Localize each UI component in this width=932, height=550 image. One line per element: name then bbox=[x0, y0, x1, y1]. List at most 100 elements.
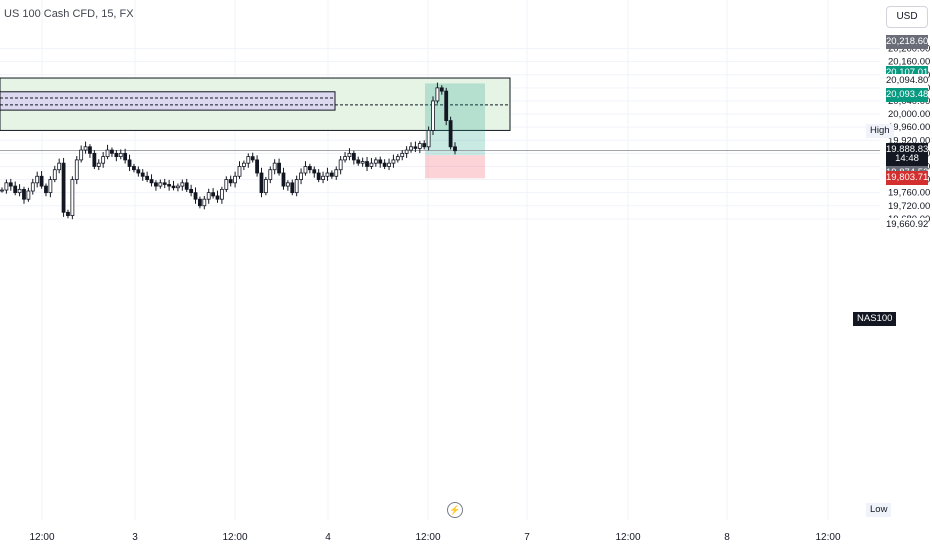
candle-body bbox=[294, 179, 299, 194]
candle-body bbox=[431, 100, 435, 131]
stop-price-tag: 19,803.71 bbox=[886, 171, 929, 186]
candle-body bbox=[26, 190, 31, 200]
candle-body bbox=[118, 152, 123, 158]
candle-body bbox=[22, 188, 26, 200]
candle-body bbox=[426, 130, 431, 148]
candle-body bbox=[387, 162, 391, 167]
candle-body bbox=[413, 146, 418, 149]
time-tick: 12:00 bbox=[415, 532, 440, 543]
candle-body bbox=[360, 161, 365, 164]
candle-body bbox=[92, 152, 97, 167]
candle-body bbox=[228, 179, 233, 184]
candle-body bbox=[189, 188, 194, 194]
candle-body bbox=[241, 162, 246, 167]
candle-body bbox=[211, 192, 216, 197]
candle-body bbox=[39, 175, 44, 187]
candle-body bbox=[176, 185, 180, 189]
candle-body bbox=[140, 172, 145, 177]
candle-body bbox=[48, 179, 53, 194]
purple-zone-box bbox=[0, 91, 336, 111]
candle-body bbox=[167, 184, 172, 187]
candle-body bbox=[321, 175, 325, 180]
candle-body bbox=[409, 146, 413, 151]
candle-body bbox=[435, 87, 440, 102]
candle-body bbox=[145, 175, 150, 180]
candle-body bbox=[391, 159, 396, 164]
candle-body bbox=[263, 179, 268, 194]
candle-body bbox=[96, 162, 101, 167]
candle-body bbox=[233, 175, 237, 184]
candle-body bbox=[378, 159, 383, 164]
candle-body bbox=[351, 152, 356, 161]
max-price-tag: 20,218.60 bbox=[886, 35, 929, 50]
lightning-alert-icon[interactable]: ⚡ bbox=[447, 502, 463, 518]
candle-body bbox=[162, 182, 167, 185]
candle-body bbox=[268, 169, 273, 180]
price-tick: 20,000.00 bbox=[888, 109, 930, 120]
candle-body bbox=[307, 166, 312, 171]
time-tick: 12:00 bbox=[29, 532, 54, 543]
time-tick: 12:00 bbox=[222, 532, 247, 543]
candle-body bbox=[184, 182, 189, 190]
time-tick: 4 bbox=[325, 532, 331, 543]
candle-body bbox=[303, 166, 308, 174]
candle-body bbox=[61, 162, 66, 213]
candle-body bbox=[52, 169, 57, 180]
low-label: Low bbox=[866, 503, 892, 517]
candle-body bbox=[338, 159, 343, 171]
candle-body bbox=[356, 159, 361, 164]
candle-body bbox=[259, 172, 264, 194]
candle-body bbox=[400, 152, 405, 158]
candle-body bbox=[395, 156, 400, 161]
candle-body bbox=[127, 159, 132, 167]
candle-body bbox=[417, 143, 422, 149]
price-tick: 19,720.00 bbox=[888, 201, 930, 212]
price-tick: 20,160.00 bbox=[888, 57, 930, 68]
time-tick: 12:00 bbox=[815, 532, 840, 543]
candle-body bbox=[74, 159, 79, 180]
candle-body bbox=[193, 192, 198, 200]
candle-body bbox=[149, 179, 154, 184]
candle-body bbox=[373, 159, 378, 164]
high-label: High bbox=[866, 124, 894, 138]
candle-body bbox=[110, 149, 114, 154]
candle-body bbox=[250, 156, 255, 161]
candle-body bbox=[171, 185, 176, 189]
low-value-tag: 19,660.92 bbox=[886, 218, 929, 233]
candle-body bbox=[439, 87, 444, 92]
symbol-title[interactable]: US 100 Cash CFD, 15, FX bbox=[4, 8, 134, 20]
candle-body bbox=[220, 188, 224, 200]
candle-body bbox=[272, 162, 277, 171]
candle-body bbox=[4, 182, 9, 191]
candle-body bbox=[202, 198, 207, 207]
candle-body bbox=[158, 182, 163, 187]
candle-body bbox=[299, 172, 303, 180]
candle-body bbox=[334, 169, 339, 177]
candle-body bbox=[206, 192, 211, 200]
candle-body bbox=[329, 172, 334, 177]
countdown-tag: 14:48 bbox=[886, 152, 928, 167]
candle-body bbox=[101, 156, 106, 164]
time-tick: 12:00 bbox=[615, 532, 640, 543]
candle-body bbox=[347, 152, 352, 158]
candle-body bbox=[35, 175, 40, 184]
candle-body bbox=[404, 149, 409, 154]
stop-area bbox=[425, 155, 485, 179]
candle-body bbox=[246, 156, 251, 164]
candle-body bbox=[224, 179, 229, 190]
candle-body bbox=[325, 172, 330, 177]
candle-body bbox=[281, 172, 286, 187]
candle-body bbox=[453, 146, 457, 152]
high-value-tag: 20,094.80 bbox=[886, 74, 929, 88]
candle-body bbox=[57, 162, 62, 171]
symbol-price-label: NAS100 bbox=[853, 312, 897, 326]
candle-body bbox=[312, 169, 317, 174]
time-tick: 8 bbox=[724, 532, 730, 543]
candle-body bbox=[83, 146, 88, 151]
candle-body bbox=[13, 185, 18, 194]
currency-button[interactable]: USD bbox=[886, 6, 928, 28]
candle-body bbox=[123, 152, 128, 161]
candle-body bbox=[17, 188, 22, 194]
price-tick: 19,960.00 bbox=[888, 122, 930, 133]
